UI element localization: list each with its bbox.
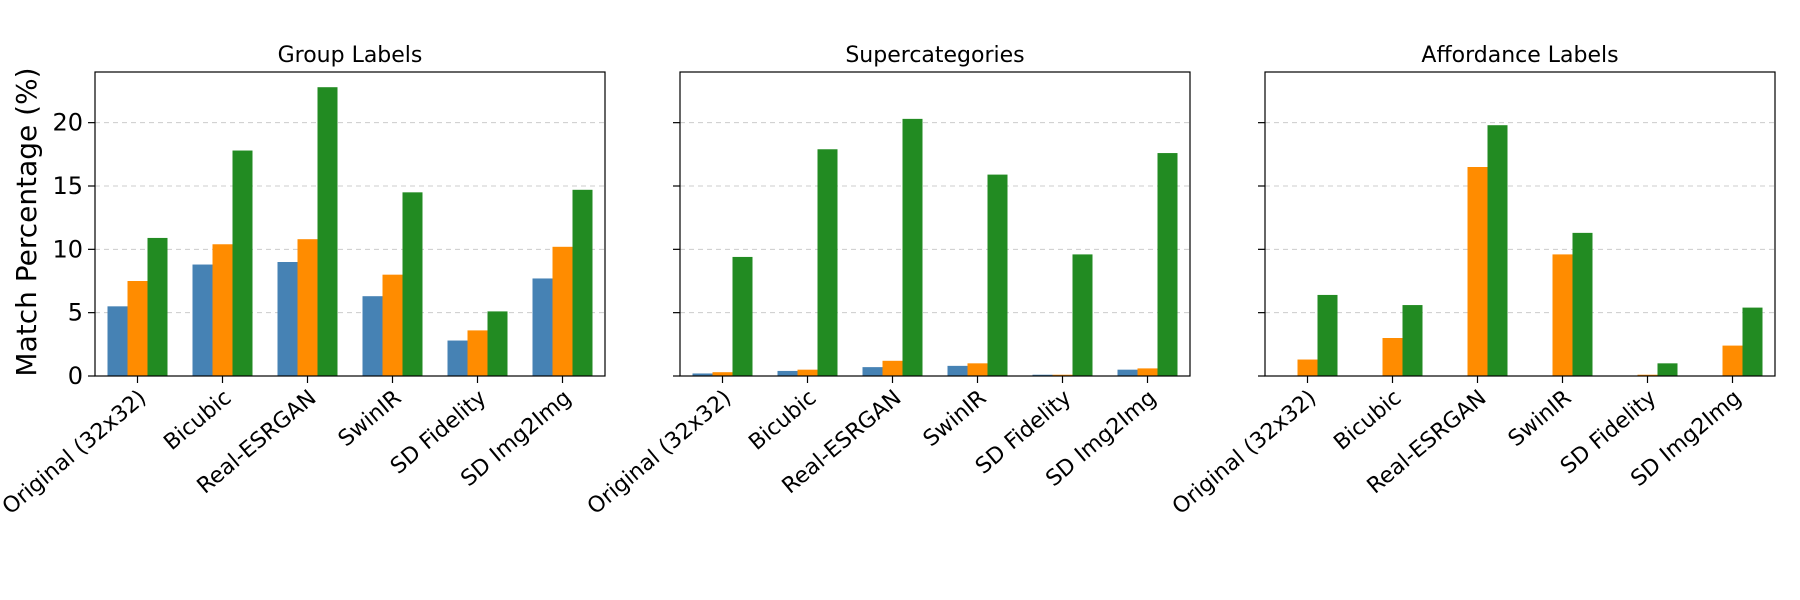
- bar-series2-4: [967, 363, 988, 376]
- bar-series3-1: [1317, 294, 1338, 376]
- bar-series2-1: [127, 281, 148, 376]
- bar-series2-4: [1552, 254, 1573, 376]
- bar-series1-2: [777, 370, 798, 376]
- bar-series2-6: [552, 246, 573, 376]
- bar-series2-5: [1052, 374, 1073, 376]
- bar-series3-3: [902, 118, 923, 376]
- bar-series3-6: [1742, 307, 1763, 376]
- bar-series3-4: [402, 192, 423, 376]
- bar-series1-6: [1117, 369, 1138, 376]
- bar-series3-1: [147, 237, 168, 376]
- bar-series1-2: [192, 264, 213, 376]
- bar-series2-5: [467, 330, 488, 376]
- x-tick-label: SwinIR: [1504, 385, 1577, 452]
- bar-series3-2: [817, 149, 838, 376]
- x-tick-label: Bicubic: [159, 385, 236, 455]
- chart-panel-3: Affordance Labels Original (32x32) Bicubic…: [1168, 43, 1776, 520]
- bar-series2-2: [1382, 338, 1403, 376]
- bar-series1-5: [1032, 374, 1053, 376]
- bar-series3-4: [987, 174, 1008, 376]
- x-tick-label: SwinIR: [334, 385, 407, 452]
- bar-series2-2: [212, 244, 233, 376]
- bar-series3-5: [487, 311, 508, 376]
- bar-series2-6: [1137, 368, 1158, 376]
- panel-title: Supercategories: [845, 43, 1024, 68]
- y-tick-label: 10: [52, 235, 83, 263]
- plot-frame: [1264, 71, 1776, 377]
- bar-series2-5: [1637, 374, 1658, 376]
- bar-series1-5: [447, 340, 468, 376]
- bar-series1-3: [277, 262, 298, 376]
- bar-series2-1: [1297, 359, 1318, 376]
- bar-series2-6: [1722, 345, 1743, 376]
- bar-series2-4: [382, 274, 403, 376]
- y-tick-label: 0: [68, 362, 83, 390]
- bar-series3-1: [732, 256, 753, 376]
- bar-series3-5: [1072, 254, 1093, 376]
- x-tick-label: Original (32x32): [1168, 385, 1321, 519]
- x-tick-label: Original (32x32): [0, 385, 151, 519]
- bar-series3-6: [1157, 153, 1178, 376]
- bar-series1-3: [862, 367, 883, 376]
- bar-series3-3: [317, 87, 338, 376]
- bar-series1-1: [692, 373, 713, 376]
- plot-frame: [94, 71, 606, 377]
- bar-series2-3: [297, 239, 318, 376]
- y-tick-label: 5: [68, 299, 83, 327]
- bar-series1-6: [532, 278, 553, 376]
- bar-series2-3: [1467, 167, 1488, 376]
- bar-series1-4: [362, 296, 383, 376]
- bar-series2-1: [712, 372, 733, 376]
- bar-series1-1: [107, 306, 128, 376]
- chart-panel-1: Group Labels 0 5 10 15 20 Original (32x32) Bicu…: [0, 43, 606, 520]
- bar-series1-4: [947, 365, 968, 376]
- bar-series3-5: [1657, 363, 1678, 376]
- bar-series2-3: [882, 360, 903, 376]
- x-tick-label: SwinIR: [919, 385, 992, 452]
- panel-title: Affordance Labels: [1421, 43, 1618, 68]
- x-tick-label: Bicubic: [1329, 385, 1406, 455]
- y-axis-label: Match Percentage (%): [10, 67, 43, 376]
- x-tick-label: Bicubic: [744, 385, 821, 455]
- bar-series3-2: [232, 150, 253, 376]
- panel-title: Group Labels: [278, 43, 423, 68]
- y-tick-label: 20: [52, 109, 83, 137]
- x-tick-label: Original (32x32): [583, 385, 736, 519]
- y-tick-label: 15: [52, 172, 83, 200]
- bar-series3-2: [1402, 305, 1423, 376]
- bar-series3-3: [1487, 125, 1508, 376]
- bar-series3-6: [572, 189, 593, 376]
- bar-series3-4: [1572, 232, 1593, 376]
- bar-series2-2: [797, 369, 818, 376]
- plot-frame: [679, 71, 1191, 377]
